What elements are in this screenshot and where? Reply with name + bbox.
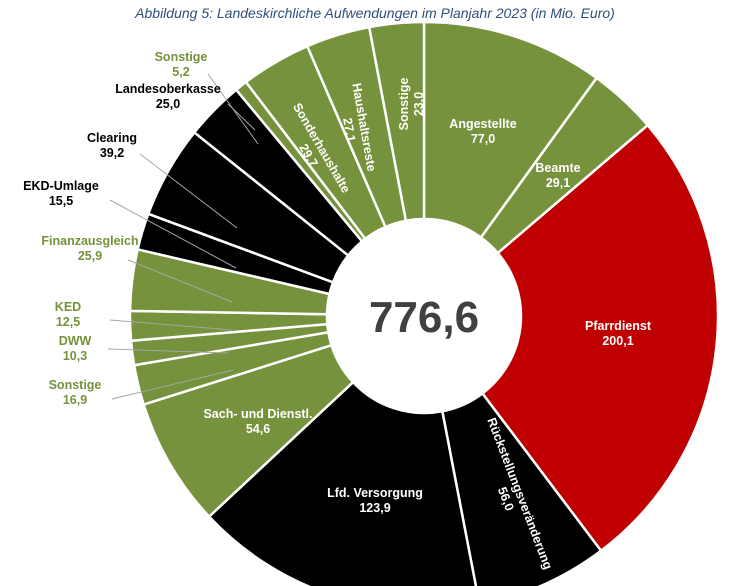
leader-line-6 xyxy=(111,369,234,400)
label-dww-7: DWW 10,3 xyxy=(59,334,92,363)
leader-line-7 xyxy=(107,348,229,354)
label-sach-und-dienstl-5: Sach- und Dienstl. 54,6 xyxy=(203,407,312,436)
leader-line-13 xyxy=(207,73,259,145)
leader-line-11 xyxy=(139,153,238,229)
leader-line-9 xyxy=(127,259,233,303)
label-pfarrdienst-2: Pfarrdienst 200,1 xyxy=(585,319,652,348)
label-beamte-1: Beamte 29,1 xyxy=(535,161,580,190)
label-ked-8: KED 12,5 xyxy=(55,300,81,329)
label-finanzausgleich-9: Finanzausgleich 25,9 xyxy=(41,234,138,263)
label-angestellte-0: Angestellte 77,0 xyxy=(449,117,516,146)
leader-lines-group xyxy=(107,73,259,400)
donut-hole xyxy=(327,219,521,413)
label-clearing-11: Clearing 39,2 xyxy=(87,131,137,160)
label-landesoberkasse-12: Landesoberkasse 25,0 xyxy=(115,82,221,111)
leader-line-10 xyxy=(109,199,237,269)
label-lfd-versorgung-4: Lfd. Versorgung 123,9 xyxy=(327,486,423,515)
leader-line-8 xyxy=(109,319,233,331)
label-sonstige-16: Sonstige23,0 xyxy=(397,78,426,131)
slice-pfarrdienst-2 xyxy=(480,123,720,553)
chart-caption: Abbildung 5: Landeskirchliche Aufwendung… xyxy=(135,5,615,21)
label-sonstige-6: Sonstige 16,9 xyxy=(49,378,102,407)
total-label: 776,6 xyxy=(369,293,479,342)
label-ekd-umlage-10: EKD-Umlage 15,5 xyxy=(23,179,99,208)
label-sonstige-13: Sonstige 5,2 xyxy=(155,50,208,79)
